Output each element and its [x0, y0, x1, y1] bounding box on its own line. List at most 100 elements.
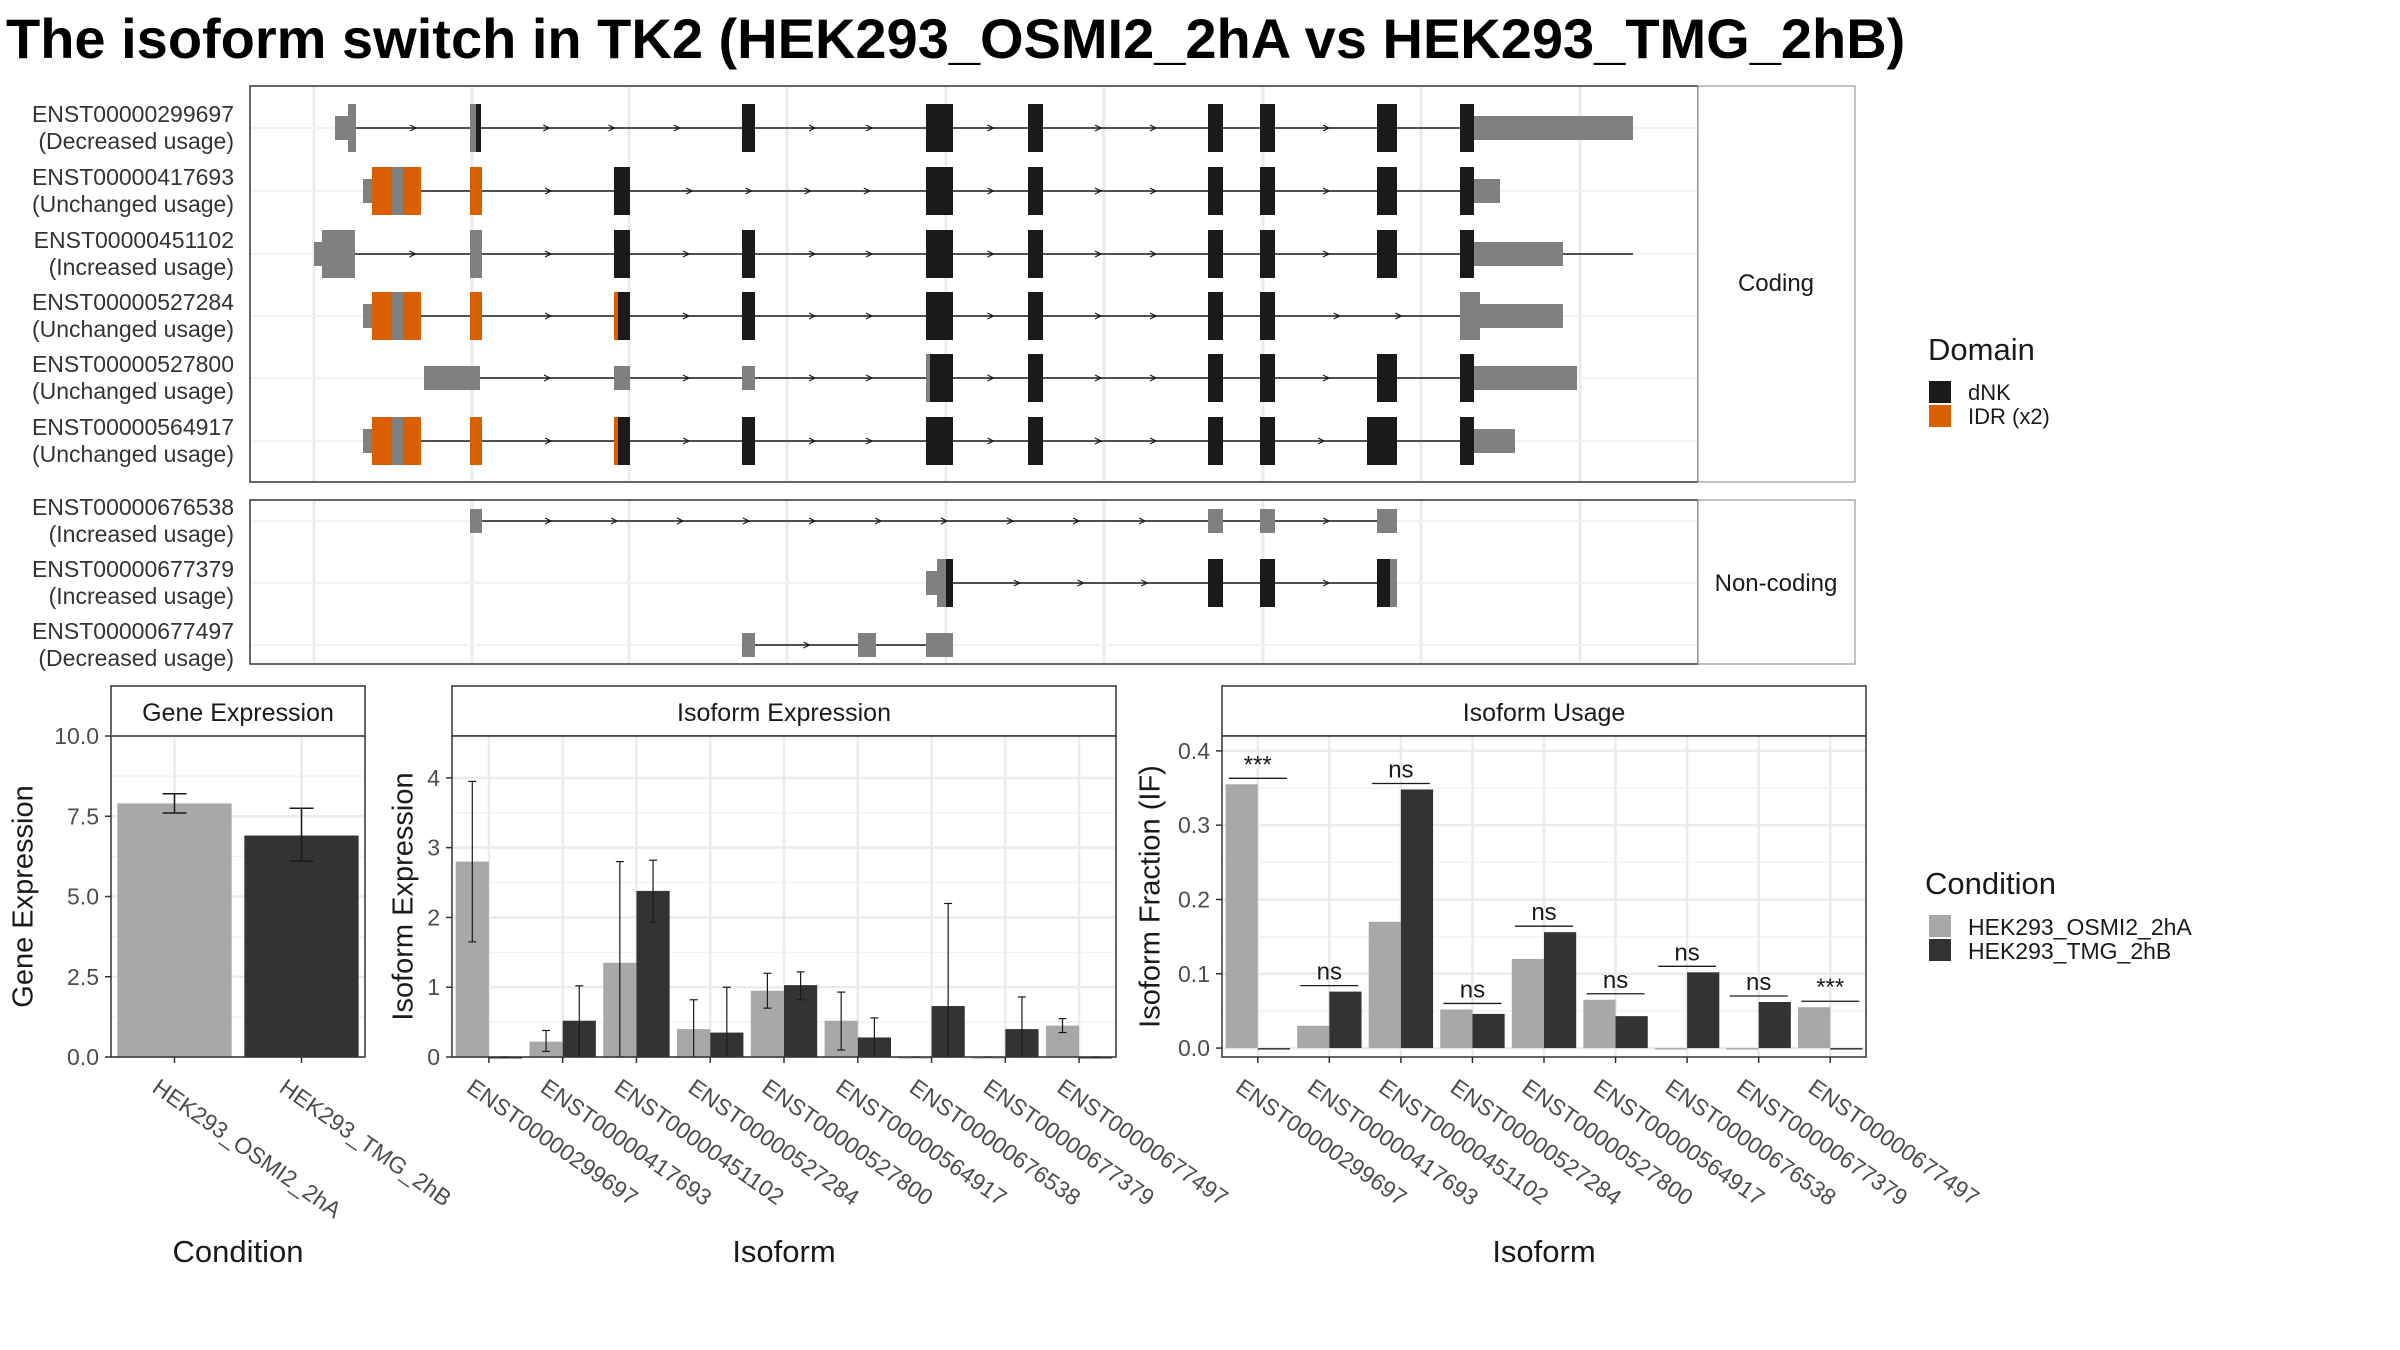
condition-legend-swatch-b — [1929, 939, 1951, 961]
y-tick-label: 0.3 — [1178, 812, 1210, 838]
panel-border — [451, 735, 1117, 1058]
transcript-track — [363, 167, 1500, 215]
chart-panel-2: Isoform Expression01234ENST00000299697EN… — [388, 685, 1233, 1269]
dnk-domain-block — [1367, 417, 1397, 465]
exon-block — [322, 230, 355, 278]
intron-arrow — [1077, 579, 1085, 587]
transcript-track — [926, 559, 1397, 607]
intron-arrow — [1094, 124, 1103, 132]
intron-arrow — [1094, 187, 1103, 195]
dnk-domain-block — [1460, 167, 1474, 215]
exon-block — [1474, 116, 1633, 140]
intron-arrow — [987, 374, 995, 382]
exon-block — [1460, 292, 1480, 340]
intron-arrow — [682, 250, 691, 258]
bar — [1758, 1002, 1791, 1049]
intron-arrow — [874, 517, 883, 525]
isoform-id-label: ENST00000677379 — [32, 556, 234, 582]
intron-arrow — [1072, 517, 1081, 525]
exon-block — [335, 116, 348, 140]
intron-arrow — [544, 517, 553, 525]
isoform-usage-label: (Unchanged usage) — [32, 316, 234, 342]
condition-legend: Condition HEK293_OSMI2_2hA HEK293_TMG_2h… — [1925, 866, 2192, 964]
dnk-domain-block — [1260, 354, 1275, 402]
intron-arrow — [1149, 437, 1158, 445]
dnk-domain-block — [1377, 104, 1397, 152]
x-axis-title: Isoform — [732, 1234, 835, 1269]
condition-legend-label-b: HEK293_TMG_2hB — [1968, 938, 2171, 964]
intron-arrow — [1006, 517, 1015, 525]
intron-arrow — [685, 187, 694, 195]
intron-arrow — [808, 517, 817, 525]
x-axis-title: Isoform — [1492, 1234, 1595, 1269]
bar — [1830, 1048, 1863, 1050]
dnk-domain-block — [946, 559, 953, 607]
exon-block — [363, 429, 372, 453]
transcript-track — [470, 509, 1397, 533]
intron-arrow — [987, 187, 995, 195]
intron-arrow — [808, 124, 817, 132]
bar — [1225, 784, 1258, 1049]
significance-label: ns — [1746, 969, 1771, 996]
bar — [1297, 1025, 1330, 1049]
intron-arrow — [987, 250, 995, 258]
intron-arrow — [742, 517, 751, 525]
exon-block — [424, 366, 480, 390]
isoform-id-label: ENST00000677497 — [32, 618, 234, 644]
exon-block — [1474, 429, 1515, 453]
isoform-usage-label: (Decreased usage) — [38, 645, 234, 671]
isoform-usage-label: (Increased usage) — [49, 583, 234, 609]
intron-arrow — [1149, 124, 1158, 132]
dnk-domain-block — [1377, 559, 1390, 607]
intron-arrow — [865, 374, 874, 382]
dnk-domain-block — [742, 230, 755, 278]
exon-block — [470, 230, 482, 278]
exon-block — [363, 304, 372, 328]
intron-arrow — [543, 374, 552, 382]
domain-legend: Domain dNK IDR (x2) — [1928, 332, 2050, 429]
domain-legend-label-dnk: dNK — [1968, 380, 2011, 405]
transcript-track — [314, 230, 1633, 278]
dnk-domain-block — [1377, 167, 1397, 215]
intron-arrow — [865, 437, 874, 445]
dnk-domain-block — [1460, 354, 1474, 402]
transcript-track — [363, 417, 1515, 465]
dnk-domain-block — [1460, 230, 1474, 278]
domain-legend-swatch-idr — [1929, 405, 1951, 427]
dnk-domain-block — [614, 167, 630, 215]
exon-block — [742, 633, 755, 657]
intron-arrow — [1094, 437, 1103, 445]
y-tick-label: 4 — [427, 765, 440, 791]
bar-charts: Gene Expression0.02.55.07.510.0HEK293_OS… — [8, 685, 1984, 1269]
intron-arrow — [1149, 312, 1158, 320]
intron-arrow — [544, 312, 553, 320]
exon-block — [858, 633, 876, 657]
significance-label: *** — [1244, 751, 1272, 778]
bar — [1687, 972, 1720, 1049]
exon-block — [314, 242, 322, 266]
dnk-domain-block — [1260, 167, 1275, 215]
strip-label-noncoding: Non-coding — [1715, 570, 1838, 597]
intron-arrow — [1013, 579, 1022, 587]
intron-arrow — [409, 250, 417, 258]
exon-block — [470, 509, 482, 533]
dnk-domain-block — [742, 292, 755, 340]
y-tick-label: 0 — [427, 1044, 440, 1070]
intron-arrow — [1140, 579, 1149, 587]
intron-arrow — [863, 187, 872, 195]
idr-domain-block — [372, 417, 392, 465]
isoform-usage-label: (Unchanged usage) — [32, 378, 234, 404]
intron-arrow — [1317, 437, 1326, 445]
bar — [1400, 789, 1434, 1049]
exon-block — [1480, 304, 1563, 328]
intron-arrow — [1322, 517, 1331, 525]
x-axis-title: Condition — [173, 1234, 304, 1269]
significance-label: ns — [1388, 757, 1413, 784]
panel-strip — [1221, 685, 1867, 737]
intron-arrow — [1333, 312, 1342, 320]
y-tick-label: 2.5 — [67, 964, 99, 990]
panel-strip — [110, 685, 366, 737]
idr-domain-block — [470, 417, 482, 465]
panel-border — [110, 735, 366, 1058]
